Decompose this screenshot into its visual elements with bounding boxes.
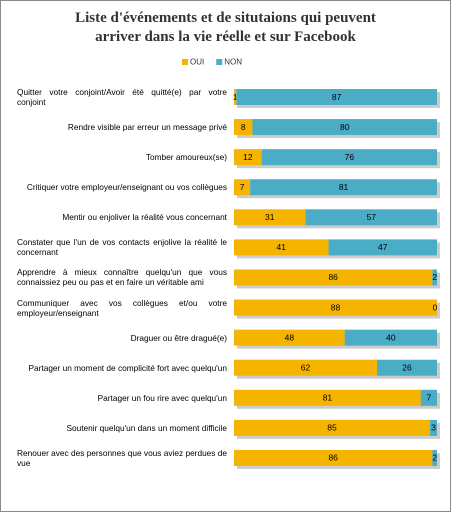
bar-segment xyxy=(377,359,437,376)
bar-segment xyxy=(305,209,437,226)
bar-segment xyxy=(234,389,421,406)
category-label: Communiquer avec vos collègues et/ou vot… xyxy=(17,297,227,318)
category-label: Apprendre à mieux connaître quelqu'un qu… xyxy=(17,267,227,288)
value-label: 40 xyxy=(386,332,396,342)
legend-label: OUI xyxy=(190,58,204,67)
value-label: 81 xyxy=(323,393,333,403)
value-label: 76 xyxy=(345,152,355,162)
category-label-box: Quitter votre conjoint/Avoir été quitté(… xyxy=(17,83,227,111)
title-box: Liste d'événements et de situtaions qui … xyxy=(1,9,450,47)
value-label: 2 xyxy=(432,453,437,463)
value-label: 8 xyxy=(241,122,246,132)
value-label: 86 xyxy=(328,272,338,282)
value-label: 7 xyxy=(240,182,245,192)
category-label: Renouer avec des personnes que vous avie… xyxy=(17,447,227,468)
chart-title: Liste d'événements et de situtaions qui … xyxy=(75,10,376,45)
legend-label: NON xyxy=(224,58,242,67)
legend-swatch xyxy=(216,59,223,65)
bar-segment xyxy=(432,449,437,466)
bar-segment xyxy=(420,389,437,406)
value-label: 7 xyxy=(427,393,432,403)
category-label-box: Rendre visible par erreur un message pri… xyxy=(17,113,227,141)
bar-segment xyxy=(234,419,431,436)
category-label: Partager un moment de complicité fort av… xyxy=(28,362,227,373)
category-label-box: Critiquer votre employeur/enseignant ou … xyxy=(17,173,227,201)
value-label: 88 xyxy=(331,302,341,312)
category-label: Tomber amoureux(se) xyxy=(145,152,227,163)
bar-segment xyxy=(250,179,437,196)
category-label: Critiquer votre employeur/enseignant ou … xyxy=(26,182,227,193)
bar-segment xyxy=(234,179,251,196)
value-label: 48 xyxy=(285,332,295,342)
category-label-box: Soutenir quelqu'un dans un moment diffic… xyxy=(17,414,227,442)
category-label-box: Renouer avec des personnes que vous avie… xyxy=(17,444,227,472)
bar-segment xyxy=(234,299,437,316)
bar-segment xyxy=(234,269,433,286)
bar-segment xyxy=(252,119,437,136)
bar-segment xyxy=(234,449,433,466)
bar-segment xyxy=(261,149,437,166)
value-label: 2 xyxy=(432,272,437,282)
value-label: 1 xyxy=(233,92,238,102)
value-label: 0 xyxy=(433,302,438,312)
value-label: 80 xyxy=(340,122,350,132)
bar-segment xyxy=(430,419,437,436)
category-label: Partager un fou rire avec quelqu'un xyxy=(97,392,227,403)
category-label: Rendre visible par erreur un message pri… xyxy=(67,122,227,133)
value-label: 86 xyxy=(328,453,338,463)
value-label: 87 xyxy=(332,92,342,102)
category-label-box: Draguer ou être dragué(e) xyxy=(17,324,227,352)
category-label: Draguer ou être dragué(e) xyxy=(130,332,227,343)
category-label-box: Partager un moment de complicité fort av… xyxy=(17,354,227,382)
bar-segment xyxy=(234,359,378,376)
category-label: Mentir ou enjoliver la réalité vous conc… xyxy=(62,212,227,223)
value-label: 62 xyxy=(301,362,311,372)
legend-swatch xyxy=(182,59,188,65)
bar-segment xyxy=(234,209,306,226)
value-label: 26 xyxy=(402,362,412,372)
bar-segment xyxy=(234,149,262,166)
value-label: 57 xyxy=(367,212,377,222)
category-label: Soutenir quelqu'un dans un moment diffic… xyxy=(66,422,227,433)
bar-segment xyxy=(234,329,345,346)
value-label: 12 xyxy=(243,152,253,162)
bar-segment xyxy=(234,119,253,136)
bar-segment xyxy=(328,239,437,256)
category-label-box: Tomber amoureux(se) xyxy=(17,143,227,171)
bar-segment xyxy=(236,89,437,105)
category-label-box: Partager un fou rire avec quelqu'un xyxy=(17,384,227,412)
value-label: 3 xyxy=(431,423,436,433)
value-label: 81 xyxy=(339,182,349,192)
category-label: Quitter votre conjoint/Avoir été quitté(… xyxy=(17,87,227,107)
value-label: 41 xyxy=(277,242,287,252)
bar-segment xyxy=(234,89,237,105)
value-label: 31 xyxy=(265,212,275,222)
bar-segment xyxy=(344,329,437,346)
category-label-box: Communiquer avec vos collègues et/ou vot… xyxy=(17,294,227,322)
bar-segment xyxy=(234,239,329,256)
category-label-box: Apprendre à mieux connaître quelqu'un qu… xyxy=(17,263,227,291)
value-label: 85 xyxy=(327,423,337,433)
category-label-box: Constater que l'un de vos contacts enjol… xyxy=(17,233,227,261)
category-label: Constater que l'un de vos contacts enjol… xyxy=(17,237,227,258)
bar-segment xyxy=(432,269,437,286)
value-label: 47 xyxy=(378,242,388,252)
category-label-box: Mentir ou enjoliver la réalité vous conc… xyxy=(17,203,227,231)
